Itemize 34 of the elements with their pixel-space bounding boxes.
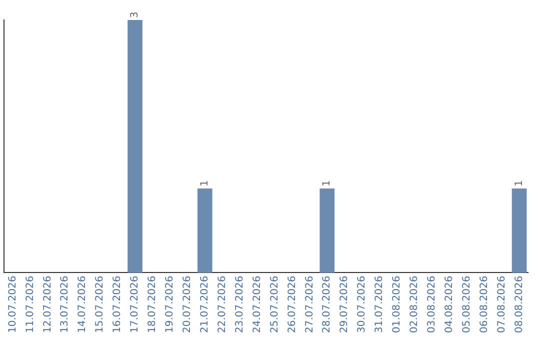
x-tick-label: 28.07.2026 — [322, 276, 333, 334]
x-tick-label: 20.07.2026 — [182, 276, 193, 334]
x-tick-label: 24.07.2026 — [252, 276, 263, 334]
x-tick-label: 05.08.2026 — [461, 276, 472, 334]
x-tick-label: 07.08.2026 — [496, 276, 508, 334]
data-label: 1 — [322, 180, 333, 186]
x-tick-label: 26.07.2026 — [286, 276, 298, 334]
x-tick-label: 29.07.2026 — [339, 276, 350, 334]
x-tick-label: 11.07.2026 — [24, 276, 36, 334]
x-tick-label: 06.08.2026 — [478, 276, 490, 334]
x-tick-label: 15.07.2026 — [94, 276, 106, 334]
x-tick-label: 31.07.2026 — [374, 276, 386, 334]
x-tick-label: 12.07.2026 — [42, 276, 54, 334]
x-tick-label: 23.07.2026 — [234, 276, 246, 334]
x-tick-label: 03.08.2026 — [426, 276, 438, 334]
x-tick-label: 04.08.2026 — [444, 276, 455, 334]
x-tick-label: 25.07.2026 — [269, 276, 280, 334]
x-tick-label: 19.07.2026 — [164, 276, 176, 334]
x-tick-label: 18.07.2026 — [147, 276, 158, 334]
x-tick-label: 22.07.2026 — [216, 276, 228, 334]
data-label: 3 — [130, 12, 141, 18]
x-tick-label: 10.07.2026 — [7, 276, 18, 334]
x-tick-label: 14.07.2026 — [77, 276, 88, 334]
data-label: 1 — [514, 180, 525, 186]
x-tick-label: 27.07.2026 — [304, 276, 316, 334]
x-tick-label: 01.08.2026 — [392, 276, 403, 334]
x-tick-label: 17.07.2026 — [130, 276, 141, 334]
x-tick-label: 21.07.2026 — [199, 276, 210, 334]
data-label: 1 — [199, 180, 210, 186]
x-tick-label: 02.08.2026 — [409, 276, 420, 334]
x-tick-label: 08.08.2026 — [514, 276, 525, 334]
x-tick-label: 30.07.2026 — [356, 276, 368, 334]
x-tick-label: 16.07.2026 — [112, 276, 124, 334]
x-tick-label: 13.07.2026 — [60, 276, 71, 334]
